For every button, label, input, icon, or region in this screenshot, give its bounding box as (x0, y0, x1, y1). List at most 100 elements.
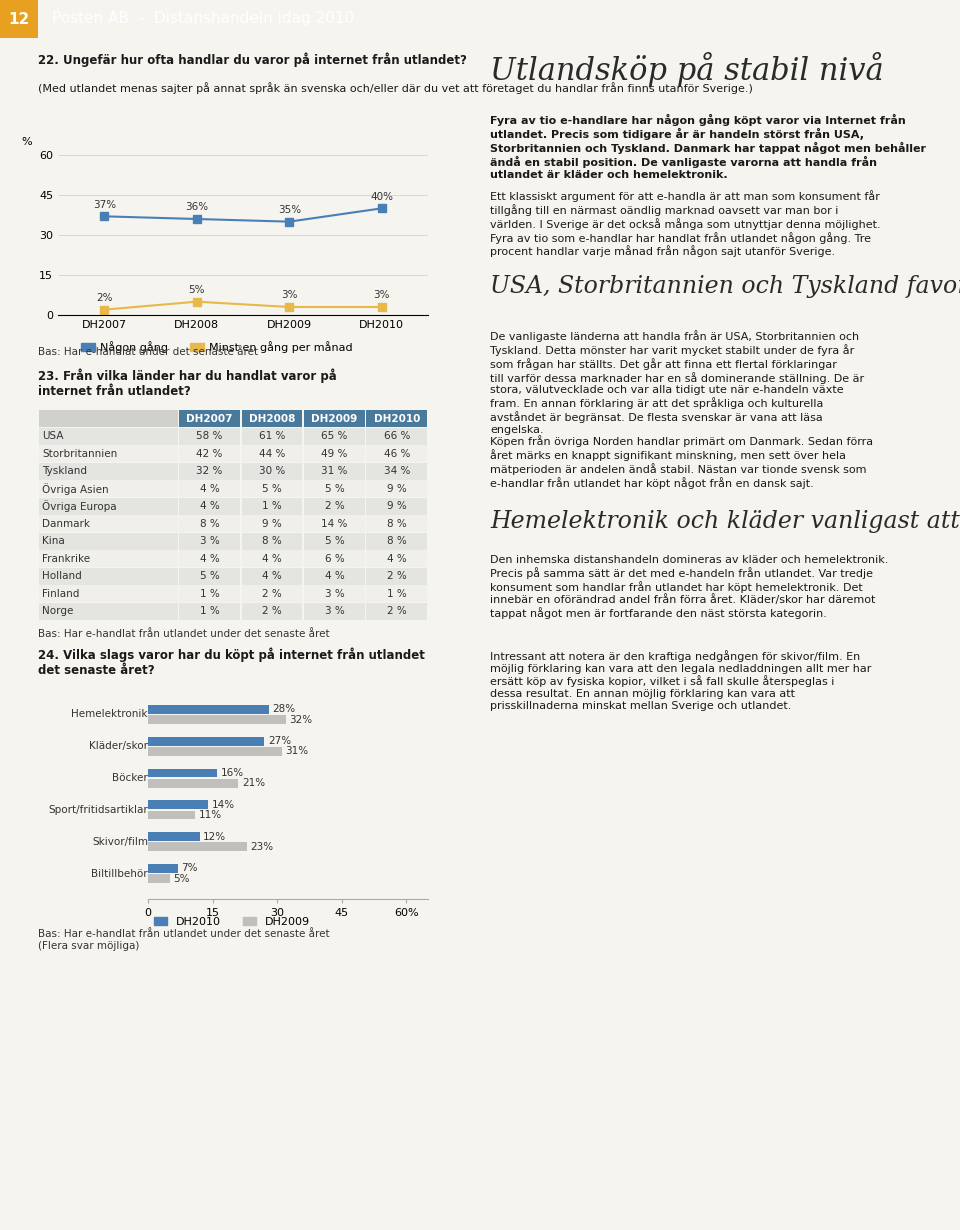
Text: 5 %: 5 % (200, 571, 220, 582)
Text: 23. Från vilka länder har du handlat varor på
internet från utlandet?: 23. Från vilka länder har du handlat var… (38, 368, 337, 397)
FancyBboxPatch shape (38, 515, 178, 533)
Text: 46 %: 46 % (384, 449, 410, 459)
FancyBboxPatch shape (0, 0, 38, 38)
Text: 32%: 32% (289, 715, 312, 724)
FancyBboxPatch shape (242, 568, 302, 584)
FancyBboxPatch shape (242, 498, 302, 514)
Text: Biltillbehör: Biltillbehör (91, 868, 148, 878)
FancyBboxPatch shape (304, 428, 365, 444)
Text: 5%: 5% (188, 285, 205, 295)
Text: 3 %: 3 % (324, 606, 345, 616)
Text: 31 %: 31 % (322, 466, 348, 476)
Text: Sport/fritidsartiklar: Sport/fritidsartiklar (48, 804, 148, 815)
Text: 44 %: 44 % (259, 449, 285, 459)
Text: 9 %: 9 % (387, 483, 407, 493)
Text: 2 %: 2 % (262, 606, 282, 616)
FancyBboxPatch shape (367, 568, 427, 584)
FancyBboxPatch shape (304, 533, 365, 550)
Text: 9 %: 9 % (262, 519, 282, 529)
Text: 36%: 36% (185, 202, 208, 213)
Text: 27%: 27% (268, 737, 291, 747)
Text: 6 %: 6 % (324, 554, 345, 563)
Text: USA: USA (42, 432, 63, 442)
Text: 1 %: 1 % (262, 502, 282, 512)
FancyBboxPatch shape (38, 411, 178, 427)
FancyBboxPatch shape (38, 550, 178, 567)
Text: 2 %: 2 % (387, 571, 407, 582)
FancyBboxPatch shape (38, 533, 178, 550)
FancyBboxPatch shape (242, 603, 302, 620)
Text: 5 %: 5 % (324, 483, 345, 493)
Text: 22. Ungefär hur ofta handlar du varor på internet från utlandet?: 22. Ungefär hur ofta handlar du varor på… (38, 52, 467, 66)
Text: 2%: 2% (96, 293, 112, 303)
Bar (148, 715, 286, 724)
Bar (148, 747, 281, 755)
Text: 61 %: 61 % (259, 432, 285, 442)
Bar (148, 737, 264, 745)
Text: De vanligaste länderna att handla från är USA, Storbritannien och
Tyskland. Dett: De vanligaste länderna att handla från ä… (490, 330, 864, 434)
Text: (Med utlandet menas sajter på annat språk än svenska och/eller där du vet att fö: (Med utlandet menas sajter på annat språ… (38, 82, 753, 93)
Text: Danmark: Danmark (42, 519, 90, 529)
Bar (148, 779, 238, 787)
Bar (148, 811, 196, 819)
FancyBboxPatch shape (242, 481, 302, 497)
FancyBboxPatch shape (38, 445, 178, 462)
FancyBboxPatch shape (367, 585, 427, 601)
Text: 3 %: 3 % (324, 589, 345, 599)
FancyBboxPatch shape (38, 603, 178, 620)
Text: 4 %: 4 % (200, 502, 220, 512)
Text: 16%: 16% (221, 768, 244, 779)
Text: Holland: Holland (42, 571, 82, 582)
FancyBboxPatch shape (367, 603, 427, 620)
Text: Hemelektronik och kläder vanligast att köpa: Hemelektronik och kläder vanligast att k… (490, 510, 960, 533)
Text: 4 %: 4 % (200, 554, 220, 563)
Text: 8 %: 8 % (387, 536, 407, 546)
FancyBboxPatch shape (180, 603, 240, 620)
Text: 5%: 5% (173, 873, 189, 883)
Text: 21%: 21% (242, 779, 265, 788)
Text: 14 %: 14 % (322, 519, 348, 529)
FancyBboxPatch shape (242, 550, 302, 567)
Text: 1 %: 1 % (200, 606, 220, 616)
Text: 9 %: 9 % (387, 502, 407, 512)
FancyBboxPatch shape (367, 515, 427, 533)
Bar (148, 801, 208, 809)
Text: 11%: 11% (199, 811, 222, 820)
Text: Bas: Har e-handlat från utlandet under det senaste året: Bas: Har e-handlat från utlandet under d… (38, 629, 329, 640)
FancyBboxPatch shape (304, 585, 365, 601)
FancyBboxPatch shape (180, 498, 240, 514)
Text: Övriga Europa: Övriga Europa (42, 501, 116, 512)
FancyBboxPatch shape (367, 428, 427, 444)
Text: 2 %: 2 % (262, 589, 282, 599)
Text: Intressant att notera är den kraftiga nedgången för skivor/film. En
möjlig förkl: Intressant att notera är den kraftiga ne… (490, 649, 872, 711)
Text: Norge: Norge (42, 606, 73, 616)
Text: Utlandsköp på stabil nivå: Utlandsköp på stabil nivå (490, 52, 883, 87)
Text: 2 %: 2 % (387, 606, 407, 616)
Text: 3%: 3% (281, 290, 298, 300)
FancyBboxPatch shape (38, 568, 178, 584)
FancyBboxPatch shape (367, 498, 427, 514)
Text: 28%: 28% (272, 705, 295, 715)
Text: 8 %: 8 % (262, 536, 282, 546)
FancyBboxPatch shape (367, 445, 427, 462)
FancyBboxPatch shape (304, 568, 365, 584)
Bar (148, 875, 170, 883)
Text: Böcker: Böcker (112, 774, 148, 784)
Text: 1 %: 1 % (200, 589, 220, 599)
Text: Bas: Har e-handlat från utlandet under det senaste året
(Flera svar möjliga): Bas: Har e-handlat från utlandet under d… (38, 929, 329, 951)
FancyBboxPatch shape (180, 568, 240, 584)
Text: 66 %: 66 % (384, 432, 410, 442)
Text: 1 %: 1 % (387, 589, 407, 599)
Text: 65 %: 65 % (322, 432, 348, 442)
Bar (148, 705, 269, 713)
Text: Kina: Kina (42, 536, 64, 546)
FancyBboxPatch shape (367, 481, 427, 497)
Text: 14%: 14% (212, 800, 235, 809)
FancyBboxPatch shape (180, 481, 240, 497)
FancyBboxPatch shape (242, 462, 302, 480)
FancyBboxPatch shape (304, 462, 365, 480)
Text: Den inhemska distanshandeln domineras av kläder och hemelektronik.
Precis på sam: Den inhemska distanshandeln domineras av… (490, 555, 888, 620)
FancyBboxPatch shape (304, 411, 365, 427)
Text: 4 %: 4 % (324, 571, 345, 582)
Text: 4 %: 4 % (262, 554, 282, 563)
